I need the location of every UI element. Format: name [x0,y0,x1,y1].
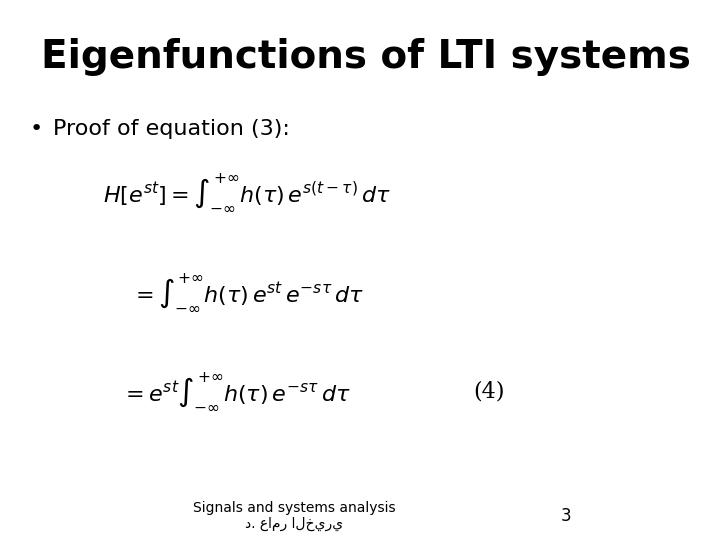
Text: $= e^{st} \int_{-\infty}^{+\infty} h(\tau)\, e^{-s\tau}\, d\tau$: $= e^{st} \int_{-\infty}^{+\infty} h(\ta… [121,370,351,413]
Text: (4): (4) [473,381,505,402]
Text: $H[e^{st}] = \int_{-\infty}^{+\infty} h(\tau)\, e^{s(t-\tau)}\, d\tau$: $H[e^{st}] = \int_{-\infty}^{+\infty} h(… [104,171,392,213]
Text: 3: 3 [561,507,572,525]
Text: Proof of equation (3):: Proof of equation (3): [53,119,290,139]
Text: $= \int_{-\infty}^{+\infty} h(\tau)\, e^{st}\, e^{-s\tau}\, d\tau$: $= \int_{-\infty}^{+\infty} h(\tau)\, e^… [131,271,364,313]
Text: •: • [30,119,42,139]
Text: Signals and systems analysis: Signals and systems analysis [193,501,396,515]
Text: د. عامر الخيري: د. عامر الخيري [246,517,343,531]
Text: Eigenfunctions of LTI systems: Eigenfunctions of LTI systems [41,38,691,76]
